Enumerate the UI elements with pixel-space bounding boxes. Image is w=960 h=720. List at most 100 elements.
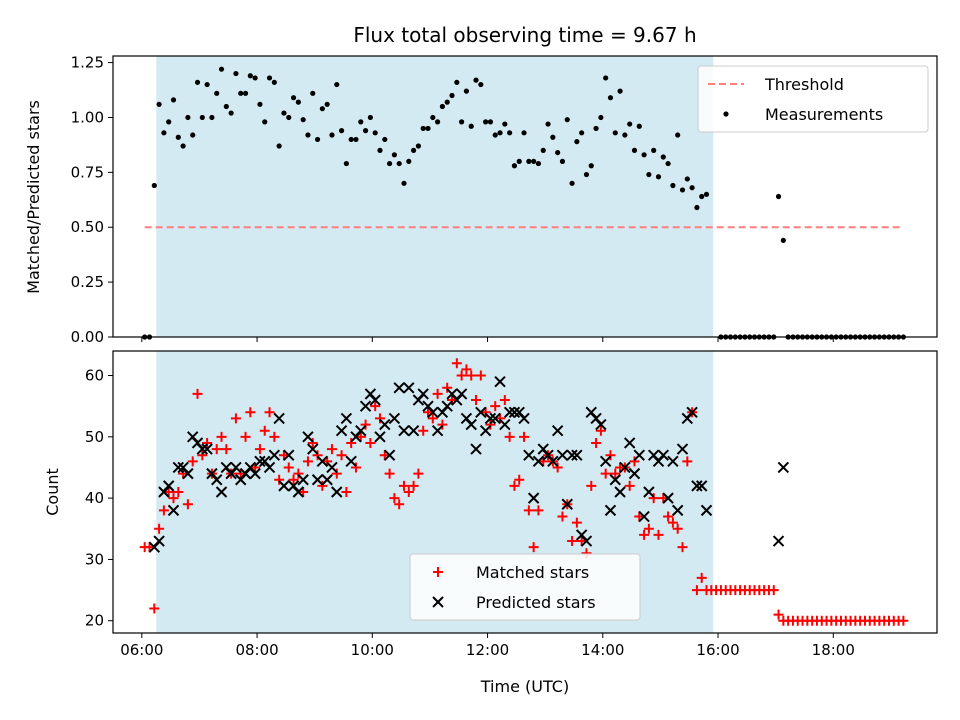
matched-star-point — [307, 437, 318, 448]
predicted-star-point — [475, 406, 487, 419]
measurement-point — [194, 79, 201, 85]
matched-star-point — [691, 585, 702, 596]
matched-star-point — [519, 431, 530, 442]
matched-star-point — [456, 370, 467, 381]
measurement-point — [651, 147, 657, 153]
matched-star-point — [326, 444, 337, 455]
matched-star-point — [394, 499, 405, 510]
measurement-point — [646, 171, 652, 178]
matched-star-point — [216, 431, 227, 442]
matched-star-point — [230, 413, 241, 424]
measurement-point — [603, 75, 609, 81]
predicted-star-point — [196, 443, 209, 455]
matched-star-point — [480, 407, 491, 418]
matched-star-point — [605, 450, 616, 461]
matched-star-point — [149, 603, 160, 614]
predicted-star-point — [369, 394, 381, 406]
predicted-star-point — [417, 388, 429, 400]
predicted-star-point — [335, 424, 348, 437]
measurement-point — [492, 132, 498, 138]
legend-label-matched: Matched stars — [476, 563, 589, 582]
predicted-star-point — [499, 418, 511, 431]
y-tick-label: 60 — [85, 367, 104, 385]
predicted-star-point — [595, 418, 607, 431]
predicted-star-point — [345, 455, 357, 468]
matched-star-point — [317, 480, 328, 491]
measurement-point — [362, 128, 369, 134]
y-tick-label: 0.25 — [71, 273, 104, 291]
matched-star-point — [423, 407, 434, 418]
top-panel: 0.00 0.25 0.50 0.75 1.00 1.25 Threshold Measure… — [71, 54, 938, 346]
predicted-star-point — [638, 510, 650, 523]
measurement-point — [247, 73, 253, 79]
measurement-point — [257, 101, 263, 107]
matched-star-point — [398, 480, 409, 491]
matched-star-point — [634, 511, 645, 522]
measurement-point — [353, 136, 359, 143]
plot-frame — [112, 350, 938, 634]
matched-star-point — [591, 437, 602, 448]
predicted-star-point — [604, 504, 617, 517]
predicted-star-point — [470, 443, 482, 455]
matched-star-point — [360, 419, 371, 430]
measurement-point — [670, 182, 676, 189]
measurement-point — [161, 130, 167, 136]
matched-star-point — [221, 444, 232, 455]
predicted-star-point — [403, 382, 415, 394]
predicted-star-point — [527, 492, 540, 504]
matched-star-point — [552, 462, 563, 473]
measurement-point — [238, 90, 244, 96]
matched-star-point — [898, 615, 909, 626]
matched-star-point — [447, 395, 458, 406]
predicted-star-point — [297, 474, 309, 486]
y-axis-label-top: Matched/Predicted stars — [24, 100, 43, 294]
predicted-star-point — [547, 455, 559, 468]
predicted-star-point — [700, 504, 713, 517]
predicted-star-point — [609, 474, 621, 486]
matched-star-point — [144, 542, 155, 553]
predicted-star-point — [686, 406, 698, 419]
measurement-point — [185, 114, 191, 121]
measurement-point — [175, 134, 181, 140]
matched-star-point — [254, 444, 265, 455]
measurement-point — [170, 97, 177, 103]
matched-star-point — [586, 480, 597, 491]
predicted-star-point — [307, 443, 319, 455]
y-tick-label: 40 — [85, 489, 104, 507]
matched-star-point — [557, 511, 568, 522]
matched-star-point — [528, 542, 539, 553]
measurement-point — [218, 66, 225, 72]
matched-star-point — [624, 480, 635, 491]
measurement-point — [338, 128, 345, 134]
matched-star-point — [163, 487, 174, 497]
matched-star-point — [322, 456, 333, 467]
measurement-point — [386, 160, 393, 167]
predicted-star-point — [551, 424, 564, 437]
predicted-star-point — [614, 486, 626, 498]
measurement-point — [329, 132, 335, 138]
measurement-point — [598, 114, 604, 121]
measurement-point — [334, 81, 340, 88]
matched-star-point — [490, 401, 501, 412]
measurement-point — [199, 114, 205, 121]
predicted-star-point — [518, 412, 530, 425]
matched-star-point — [658, 493, 669, 504]
predicted-star-point — [561, 498, 573, 510]
predicted-star-point — [167, 504, 180, 517]
predicted-star-point — [201, 443, 213, 455]
matched-star-point — [182, 499, 193, 510]
matched-star-point — [667, 517, 678, 528]
measurement-point — [319, 106, 325, 112]
legend-measurements-swatch — [723, 111, 729, 117]
y-tick-label: 50 — [85, 428, 104, 446]
predicted-star-point — [455, 388, 468, 400]
matched-star-point — [475, 370, 486, 381]
predicted-star-point — [643, 486, 655, 498]
measurement-point — [276, 143, 282, 149]
matched-star-point — [312, 450, 323, 461]
matched-star-point — [538, 456, 549, 467]
measurement-point — [780, 237, 786, 244]
measurement-point — [252, 75, 258, 81]
predicted-star-point — [479, 424, 492, 437]
